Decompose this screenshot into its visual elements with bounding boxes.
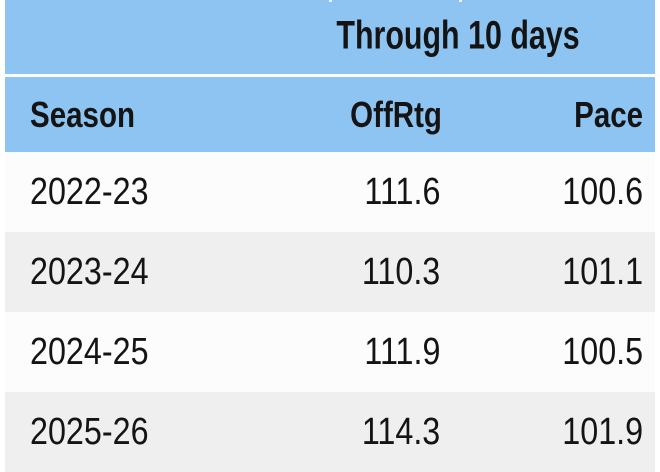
offrtg-value: 111.6: [363, 170, 440, 213]
table-title-band: Through 10 days: [5, 0, 655, 74]
table-row: 2022-23 111.6 100.6: [5, 152, 655, 232]
table-row: 2024-25 111.9 100.5: [5, 312, 655, 392]
pace-value: 101.9: [562, 410, 643, 453]
pace-cell: 100.6: [460, 171, 655, 214]
season-cell: 2022-23: [5, 171, 330, 214]
table-row: 2023-24 110.3 101.1: [5, 232, 655, 312]
offrtg-cell: 111.9: [330, 331, 460, 374]
table-row: 2025-26 114.3 101.9: [5, 392, 655, 472]
table-title: Through 10 days: [336, 13, 580, 58]
offrtg-cell: 110.3: [330, 251, 460, 294]
pace-value: 101.1: [562, 250, 643, 293]
cell-border-tick: [329, 0, 332, 2]
season-cell: 2023-24: [5, 251, 330, 294]
offrtg-value: 114.3: [361, 410, 440, 453]
pace-cell: 100.5: [460, 331, 655, 374]
pace-cell: 101.1: [460, 251, 655, 294]
season-cell: 2024-25: [5, 331, 330, 374]
column-header-offrtg-label: OffRtg: [350, 93, 442, 135]
pace-value: 100.6: [562, 170, 643, 213]
cell-border-tick: [459, 0, 462, 2]
column-header-season-label: Season: [30, 93, 136, 135]
offrtg-value: 111.9: [363, 330, 440, 373]
column-header-row: Season OffRtg Pace: [5, 77, 655, 152]
offrtg-cell: 114.3: [330, 411, 460, 454]
pace-value: 100.5: [562, 330, 643, 373]
column-header-offrtg: OffRtg: [330, 94, 460, 136]
season-value: 2022-23: [30, 170, 149, 213]
season-cell: 2025-26: [5, 411, 330, 454]
season-value: 2025-26: [30, 410, 149, 453]
table-body: 2022-23 111.6 100.6 2023-24 110.3 101.1 …: [5, 152, 655, 472]
column-header-pace-label: Pace: [574, 93, 643, 135]
offrtg-cell: 111.6: [330, 171, 460, 214]
header-separator-line: [0, 74, 660, 77]
column-header-season: Season: [5, 94, 330, 136]
season-value: 2024-25: [30, 330, 149, 373]
column-header-pace: Pace: [460, 94, 655, 136]
pace-cell: 101.9: [460, 411, 655, 454]
season-value: 2023-24: [30, 250, 149, 293]
offrtg-value: 110.3: [361, 250, 440, 293]
